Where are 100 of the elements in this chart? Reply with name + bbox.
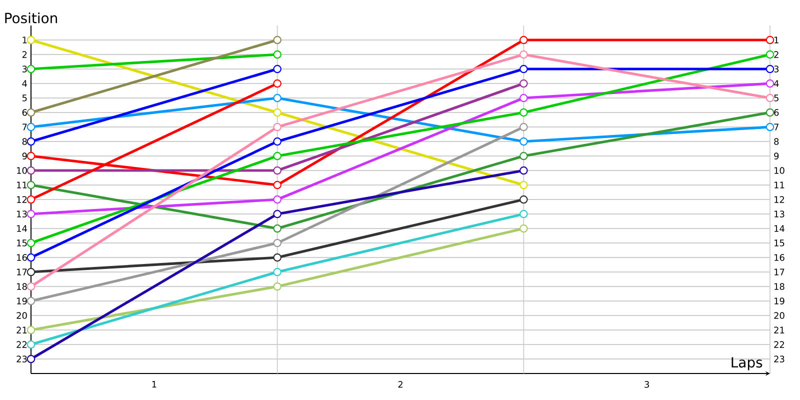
- y2-tick-label: 21: [774, 326, 784, 334]
- y-tick-label: 18: [17, 283, 27, 290]
- y-tick-label: 3: [22, 66, 27, 72]
- point: [26, 152, 36, 160]
- y-tick-label: 22: [16, 341, 27, 348]
- point: [520, 94, 528, 102]
- point: [26, 326, 36, 334]
- y2-tick-label: 12: [774, 196, 784, 203]
- point: [26, 253, 36, 262]
- y2-tick-label: 6: [774, 109, 779, 116]
- point: [273, 238, 282, 248]
- y2-tick-label: 10: [774, 167, 784, 174]
- y-tick-label: 14: [17, 225, 27, 232]
- y2-tick-label: 14: [774, 225, 784, 232]
- point: [766, 94, 774, 102]
- y-tick-label: 1: [22, 36, 27, 44]
- y-tick-label: 5: [22, 94, 27, 102]
- point: [273, 253, 282, 262]
- point: [273, 224, 282, 233]
- x-tick-label: 3: [644, 381, 649, 388]
- point: [26, 268, 36, 276]
- y-tick-label: 9: [22, 152, 27, 160]
- y2-tick-label: 15: [774, 240, 784, 246]
- point: [273, 94, 282, 102]
- y2-tick-label: 7: [774, 124, 778, 130]
- y2-tick-label: 16: [774, 254, 784, 261]
- point: [26, 282, 36, 291]
- point: [273, 137, 282, 146]
- point: [26, 296, 36, 306]
- point: [520, 224, 528, 233]
- point: [26, 210, 36, 218]
- point: [273, 122, 282, 132]
- point: [273, 210, 282, 218]
- point: [273, 50, 282, 59]
- y2-tick-label: 20: [774, 312, 784, 319]
- point: [26, 137, 36, 146]
- y-tick-label: 7: [22, 124, 27, 130]
- y-tick-label: 10: [17, 167, 27, 174]
- x-tick-label: 1: [152, 381, 156, 388]
- point: [26, 36, 36, 44]
- y2-tick-label: 8: [774, 138, 779, 145]
- y2-tick-label: 23: [774, 356, 784, 362]
- point: [766, 64, 774, 74]
- point: [273, 64, 282, 74]
- point: [26, 166, 36, 175]
- point: [273, 79, 282, 88]
- y-tick-label: 13: [17, 210, 27, 218]
- point: [26, 108, 36, 117]
- y-tick-label: 23: [16, 356, 27, 362]
- point: [273, 108, 282, 117]
- y-tick-label: 15: [17, 240, 27, 246]
- y2-tick-label: 19: [774, 298, 784, 304]
- y2-tick-label: 3: [774, 66, 779, 72]
- point: [273, 195, 282, 204]
- point: [520, 50, 528, 59]
- point: [766, 122, 774, 132]
- point: [26, 354, 36, 364]
- point: [520, 137, 528, 146]
- y2-tick-label: 22: [774, 341, 784, 348]
- point: [520, 152, 528, 160]
- point: [766, 108, 774, 117]
- y-tick-label: 4: [22, 80, 27, 87]
- y-tick-label: 2: [22, 51, 27, 58]
- y2-tick-label: 17: [774, 268, 784, 276]
- y2-tick-label: 9: [774, 152, 779, 160]
- point: [520, 122, 528, 132]
- point: [520, 195, 528, 204]
- x-tick-label: 2: [398, 381, 402, 388]
- y-tick-label: 19: [17, 298, 27, 304]
- point: [26, 122, 36, 132]
- y2-tick-label: 11: [774, 182, 784, 188]
- point: [273, 180, 282, 190]
- point: [520, 108, 528, 117]
- y2-tick-label: 18: [774, 283, 784, 290]
- y-tick-label: 8: [22, 138, 27, 145]
- point: [766, 36, 774, 44]
- y-tick-label: 12: [17, 196, 27, 203]
- point: [26, 195, 36, 204]
- point: [26, 340, 36, 349]
- point: [766, 50, 774, 59]
- point: [520, 166, 528, 175]
- y2-tick-label: 2: [774, 51, 778, 58]
- point: [766, 79, 774, 88]
- point: [520, 64, 528, 74]
- y-tick-label: 16: [17, 254, 27, 261]
- point: [26, 180, 36, 190]
- point: [520, 79, 528, 88]
- point: [273, 166, 282, 175]
- y-tick-label: 17: [17, 268, 27, 276]
- point: [273, 152, 282, 160]
- point: [273, 268, 282, 276]
- y2-tick-label: 1: [774, 36, 778, 44]
- y-tick-label: 20: [16, 312, 27, 319]
- y2-tick-label: 4: [774, 80, 779, 87]
- point: [520, 210, 528, 218]
- point: [273, 36, 282, 44]
- y2-tick-label: 5: [774, 94, 778, 102]
- y-tick-label: 11: [17, 182, 27, 188]
- y-axis-title: Position: [5, 12, 57, 24]
- y2-tick-label: 13: [774, 210, 784, 218]
